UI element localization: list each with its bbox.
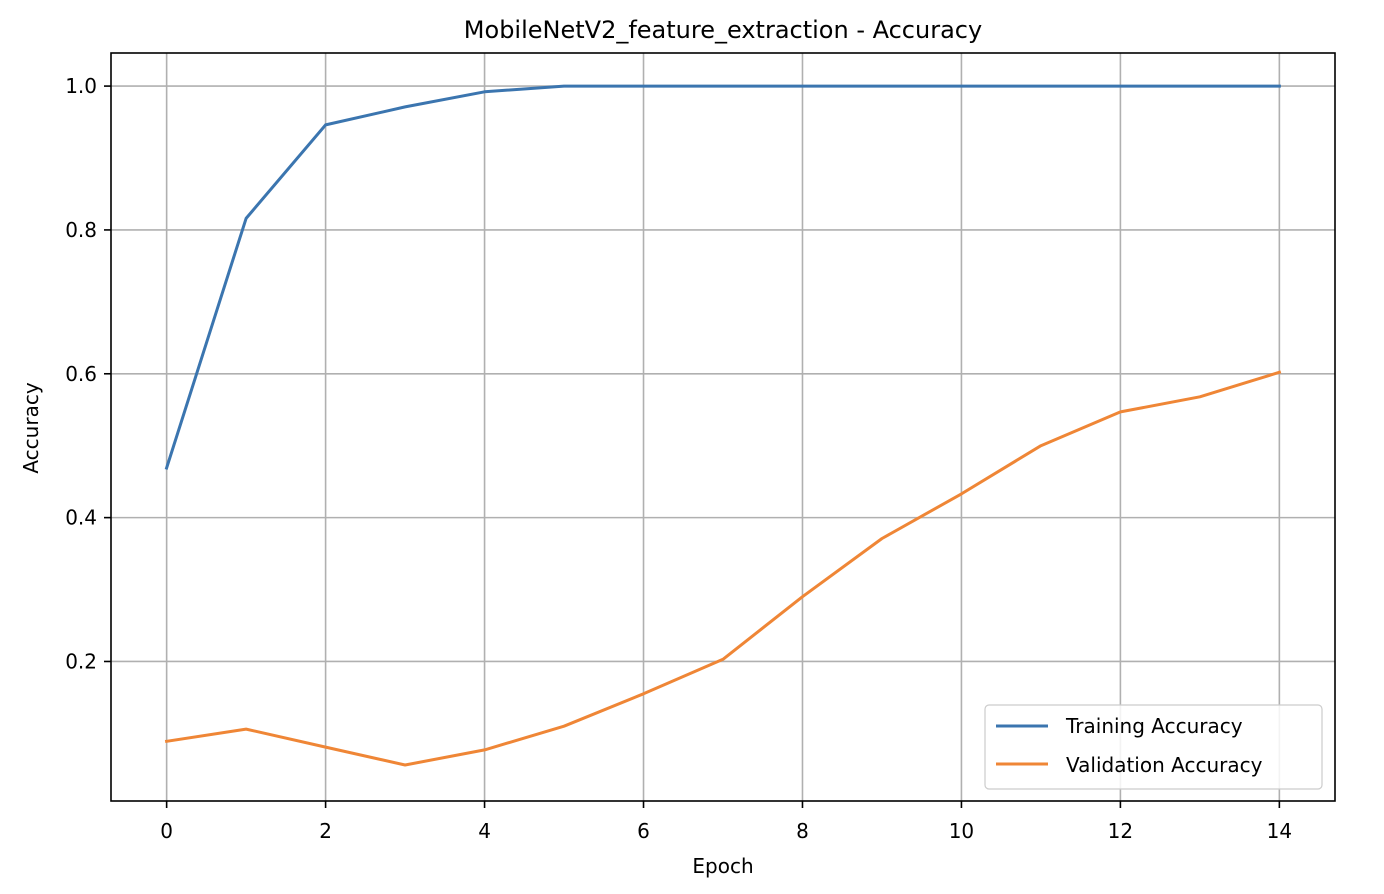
training-accuracy-line	[164, 84, 1281, 470]
y-tick-label: 0.4	[65, 506, 97, 530]
y-axis-label: Accuracy	[19, 382, 43, 473]
x-tick-label: 6	[637, 819, 650, 843]
x-tick-label: 8	[796, 819, 809, 843]
x-axis-label: Epoch	[692, 854, 753, 878]
y-tick-label: 1.0	[65, 74, 97, 98]
legend-label-training: Training Accuracy	[1065, 714, 1243, 738]
y-tick-label: 0.8	[65, 218, 97, 242]
plot-frame	[110, 52, 1336, 802]
legend-label-validation: Validation Accuracy	[1066, 753, 1263, 777]
validation-accuracy-line	[164, 370, 1282, 767]
x-tick-label: 14	[1267, 819, 1292, 843]
x-tick-label: 0	[160, 819, 173, 843]
series-lines	[164, 84, 1282, 767]
chart-title: MobileNetV2_feature_extraction - Accurac…	[464, 16, 982, 44]
x-tick-label: 4	[478, 819, 491, 843]
grid	[111, 53, 1335, 801]
y-tick-label: 0.6	[65, 362, 97, 386]
x-tick-label: 12	[1108, 819, 1133, 843]
y-tick-label: 0.2	[65, 649, 97, 673]
x-tick-label: 10	[949, 819, 974, 843]
legend-box	[984, 704, 1323, 790]
x-tick-label: 2	[319, 819, 332, 843]
legend: Training Accuracy Validation Accuracy	[984, 704, 1323, 790]
ticks: 0 2 4 6 8 10 12 14 0.2 0.4 0.6 0.8 1.0	[65, 74, 1292, 843]
